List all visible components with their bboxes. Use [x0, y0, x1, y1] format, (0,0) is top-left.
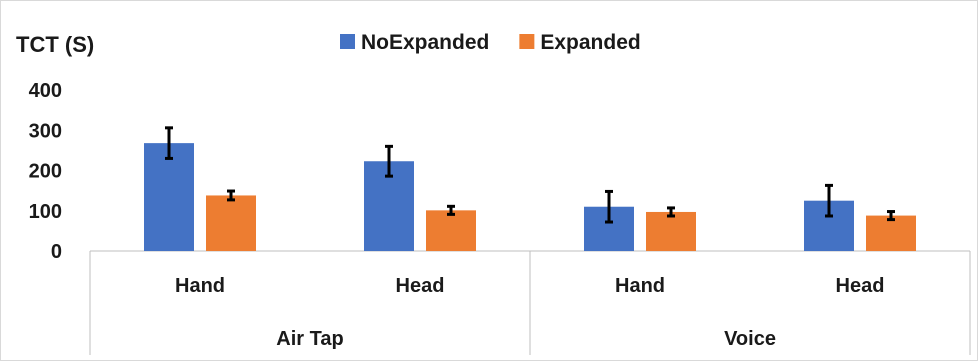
legend-label: NoExpanded [361, 31, 489, 54]
axes [89, 250, 971, 355]
legend-swatch [519, 34, 535, 49]
bar-expanded-4 [866, 215, 916, 251]
group-label: Air Tap [276, 328, 343, 350]
category-label: Hand [175, 275, 225, 297]
legend: NoExpanded Expanded [340, 31, 641, 54]
bars [144, 143, 916, 251]
group-label: Voice [724, 328, 776, 350]
x-axis-labels: Hand Head Hand Head Air Tap Voice [175, 275, 884, 350]
error-bars [165, 126, 895, 224]
y-tick-label: 200 [29, 161, 62, 183]
y-axis-label: TCT (S) [16, 32, 94, 57]
bar-expanded-1 [206, 195, 256, 251]
legend-label: Expanded [540, 31, 640, 54]
y-tick-label: 100 [29, 201, 62, 223]
y-tick-label: 300 [29, 120, 62, 142]
y-tick-label: 400 [29, 80, 62, 102]
y-tick-label: 0 [51, 241, 62, 263]
legend-swatch [340, 34, 355, 49]
bar-expanded-2 [426, 210, 476, 251]
bar-expanded-3 [646, 211, 696, 251]
category-label: Head [836, 275, 885, 297]
bar-noexpanded-1 [144, 143, 194, 251]
y-axis-ticks: 0 100 200 300 400 [29, 80, 62, 263]
category-label: Hand [615, 275, 665, 297]
category-label: Head [396, 275, 445, 297]
